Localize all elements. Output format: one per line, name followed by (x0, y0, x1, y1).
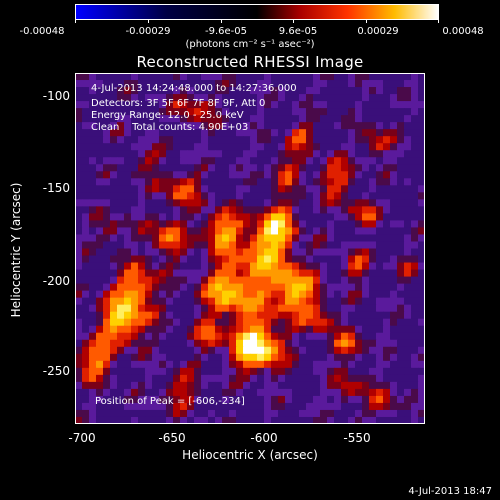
rhessi-image (75, 73, 425, 424)
colorbar-tick-label: -9.6e-05 (205, 26, 247, 37)
colorbar (75, 4, 439, 20)
info-clean: Clean Total counts: 4.90E+03 (91, 122, 249, 133)
y-tick-label: -100 (42, 89, 70, 103)
image-title: Reconstructed RHESSI Image (136, 53, 364, 71)
colorbar-tick-label: -0.00029 (125, 26, 171, 37)
colorbar-tick-label: 9.6e-05 (278, 26, 318, 37)
x-tick-label: -550 (343, 431, 371, 445)
plot-datestamp: 4-Jul-2013 18:47 (408, 486, 492, 497)
peak-position: Position of Peak = [-606,-234] (95, 396, 245, 407)
colorbar-tick-mark (75, 19, 76, 23)
info-time-range: 4-Jul-2013 14:24:48.000 to 14:27:36.000 (91, 83, 297, 94)
colorbar-tick-label: -0.00048 (19, 26, 65, 37)
colorbar-tick-label: 0.00029 (357, 26, 399, 37)
y-tick-label: -150 (42, 181, 70, 195)
x-axis-label: Heliocentric X (arcsec) (182, 448, 318, 462)
y-axis-label: Heliocentric Y (arcsec) (9, 182, 23, 318)
colorbar-units: (photons cm⁻² s⁻¹ asec⁻²) (185, 39, 315, 50)
y-tick-label: -250 (42, 364, 70, 378)
x-tick-label: -650 (158, 431, 186, 445)
x-tick-label: -600 (250, 431, 278, 445)
info-energy: Energy Range: 12.0 - 25.0 keV (91, 110, 244, 121)
colorbar-tick-mark (148, 19, 149, 23)
colorbar-tick-mark (366, 19, 367, 23)
colorbar-tick-mark (221, 19, 222, 23)
y-tick-label: -200 (42, 274, 70, 288)
info-detectors: Detectors: 3F 5F 6F 7F 8F 9F, Att 0 (91, 98, 266, 109)
x-tick-label: -700 (68, 431, 96, 445)
colorbar-tick-mark (293, 19, 294, 23)
colorbar-tick-mark (438, 19, 439, 23)
colorbar-tick-label: 0.00048 (442, 26, 484, 37)
